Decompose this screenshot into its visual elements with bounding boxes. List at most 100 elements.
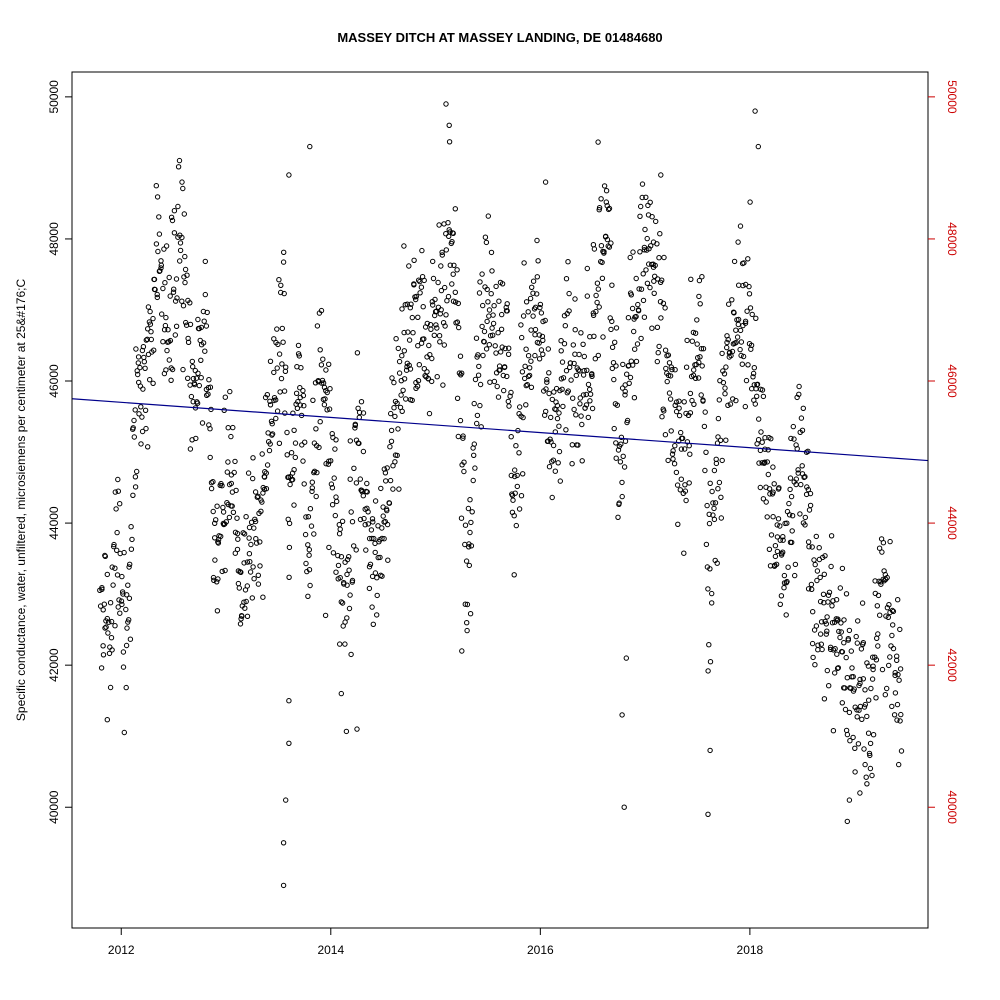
data-point: [661, 408, 667, 414]
data-point: [443, 101, 449, 107]
data-point: [802, 514, 808, 521]
data-point: [830, 728, 837, 734]
data-point: [881, 578, 887, 584]
data-point: [279, 361, 285, 367]
data-point: [789, 539, 795, 546]
data-point: [612, 339, 618, 345]
data-point: [258, 508, 264, 514]
data-point: [725, 402, 731, 408]
data-point: [666, 360, 673, 366]
data-point: [302, 531, 309, 538]
data-point: [226, 514, 233, 521]
data-point: [866, 697, 872, 703]
data-point: [98, 665, 105, 671]
data-point: [482, 234, 489, 240]
data-point: [438, 287, 445, 294]
data-point: [307, 506, 314, 512]
data-point: [565, 388, 571, 394]
data-point: [707, 659, 714, 665]
data-point: [386, 500, 393, 506]
data-point: [528, 358, 534, 364]
data-point: [643, 267, 649, 273]
data-point: [748, 342, 755, 348]
data-point: [104, 571, 111, 578]
data-point: [523, 346, 529, 352]
data-point: [301, 403, 307, 409]
data-point: [598, 196, 604, 202]
data-point: [777, 523, 783, 529]
data-point: [284, 452, 290, 458]
data-point: [599, 275, 606, 281]
data-point: [421, 336, 427, 342]
y-tick-label: 48000: [47, 222, 61, 256]
data-point: [286, 520, 293, 527]
data-point: [870, 666, 876, 673]
data-point: [331, 475, 337, 481]
data-point: [754, 393, 760, 399]
data-point: [243, 598, 249, 605]
data-point: [208, 485, 215, 492]
data-point: [273, 397, 279, 403]
data-point: [760, 496, 767, 502]
data-point: [711, 505, 717, 512]
data-point: [745, 256, 751, 262]
data-point: [520, 313, 527, 319]
data-point: [786, 512, 793, 518]
data-point: [280, 259, 287, 265]
data-point: [504, 373, 510, 380]
data-point: [571, 360, 577, 367]
data-point: [294, 405, 301, 411]
data-point: [859, 716, 865, 722]
data-point: [613, 440, 619, 446]
data-point: [287, 481, 293, 488]
data-point: [384, 465, 390, 471]
data-point: [320, 356, 326, 362]
data-point: [381, 536, 387, 542]
data-point: [860, 676, 866, 682]
data-point: [833, 597, 840, 603]
data-point: [747, 199, 753, 205]
data-point: [536, 356, 543, 362]
data-point: [504, 301, 510, 307]
data-point: [519, 334, 525, 341]
data-point: [401, 348, 407, 354]
data-point: [339, 518, 346, 524]
data-point: [471, 400, 477, 407]
data-point: [446, 139, 453, 145]
data-point: [171, 230, 178, 236]
data-point: [615, 447, 622, 453]
data-point: [566, 290, 572, 297]
data-point: [177, 247, 184, 254]
data-point: [619, 712, 625, 718]
data-point: [264, 462, 271, 468]
data-point: [372, 570, 379, 576]
data-point: [799, 463, 805, 469]
data-point: [232, 458, 238, 465]
data-point: [875, 643, 881, 649]
data-point: [561, 341, 568, 347]
data-point: [662, 347, 669, 353]
data-point: [611, 376, 617, 383]
data-point: [889, 703, 895, 710]
data-point: [486, 342, 492, 348]
data-point: [230, 509, 237, 515]
data-point: [504, 308, 510, 314]
data-point: [253, 540, 260, 546]
data-point: [109, 564, 115, 570]
data-point: [503, 304, 509, 311]
data-point: [672, 402, 678, 408]
data-point: [525, 373, 532, 380]
data-point: [719, 350, 725, 357]
data-point: [514, 483, 520, 490]
data-point: [682, 446, 688, 452]
data-point: [176, 157, 183, 164]
data-point: [244, 583, 251, 589]
data-point: [102, 553, 109, 559]
data-point: [621, 804, 627, 810]
data-point: [823, 631, 829, 637]
data-point: [388, 410, 394, 417]
data-point: [370, 621, 376, 627]
data-point: [477, 381, 484, 388]
data-point: [344, 556, 351, 563]
data-point: [214, 579, 220, 585]
